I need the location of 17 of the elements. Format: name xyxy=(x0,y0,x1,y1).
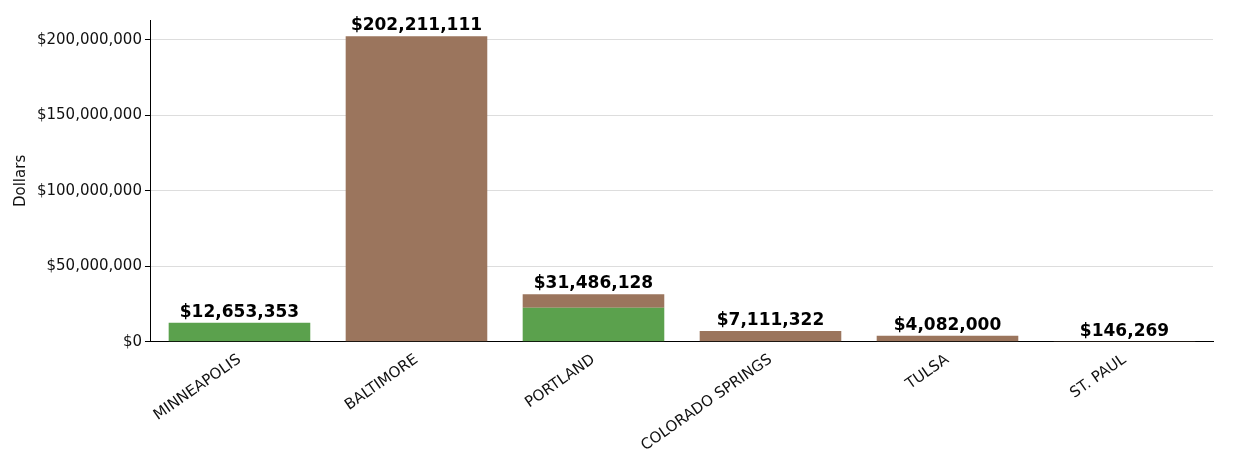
bar xyxy=(345,36,488,342)
y-tick-label: $100,000,000 xyxy=(36,180,142,199)
total-label: $146,269 xyxy=(1079,319,1170,340)
y-axis-title: Dollars xyxy=(10,154,29,208)
total-label: $31,486,128 xyxy=(533,272,654,293)
y-tick-label: $50,000,000 xyxy=(46,256,142,275)
y-tick-label: $200,000,000 xyxy=(36,29,142,48)
bar xyxy=(522,294,665,308)
total-label: $202,211,111 xyxy=(350,14,483,35)
y-tick-label: $150,000,000 xyxy=(36,105,142,124)
y-tick-label: $0 xyxy=(122,331,142,350)
total-label: $12,653,353 xyxy=(179,300,300,321)
total-label: $7,111,322 xyxy=(716,309,825,330)
bar xyxy=(522,307,665,342)
bar xyxy=(168,322,311,342)
total-label: $4,082,000 xyxy=(893,313,1002,334)
bar xyxy=(699,331,842,342)
